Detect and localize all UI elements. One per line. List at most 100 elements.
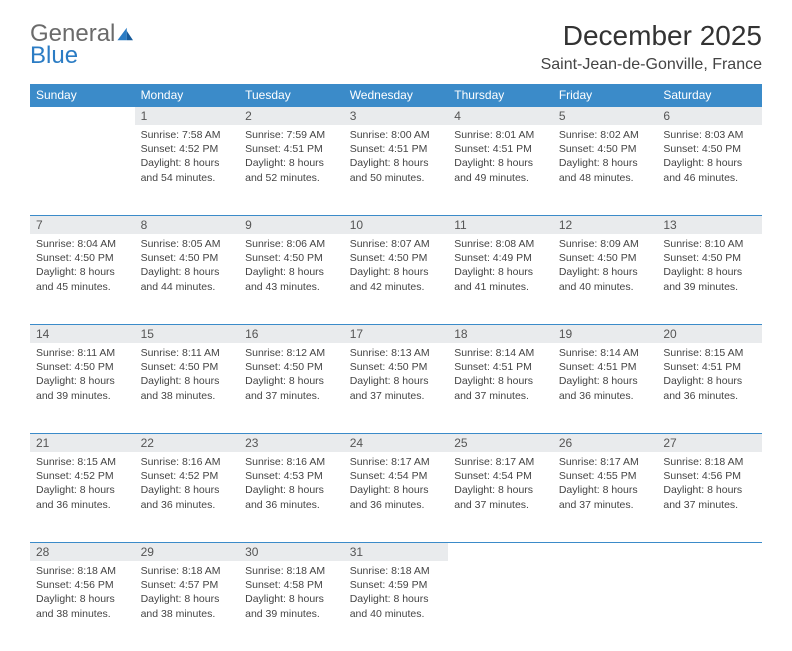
calendar-day-cell: Sunrise: 8:15 AMSunset: 4:52 PMDaylight:… xyxy=(30,452,135,543)
sunset-text: Sunset: 4:56 PM xyxy=(663,469,756,483)
daylight-text-2: and 36 minutes. xyxy=(36,498,129,512)
daylight-text-1: Daylight: 8 hours xyxy=(350,156,443,170)
sunset-text: Sunset: 4:50 PM xyxy=(245,251,338,265)
sunrise-text: Sunrise: 8:11 AM xyxy=(36,346,129,360)
daylight-text-1: Daylight: 8 hours xyxy=(141,483,234,497)
calendar-day-cell: Sunrise: 7:59 AMSunset: 4:51 PMDaylight:… xyxy=(239,125,344,216)
sunset-text: Sunset: 4:55 PM xyxy=(559,469,652,483)
sunset-text: Sunset: 4:50 PM xyxy=(350,360,443,374)
sunset-text: Sunset: 4:52 PM xyxy=(141,469,234,483)
day-details: Sunrise: 8:15 AMSunset: 4:52 PMDaylight:… xyxy=(30,452,135,518)
sunrise-text: Sunrise: 8:00 AM xyxy=(350,128,443,142)
daylight-text-1: Daylight: 8 hours xyxy=(559,265,652,279)
daynum-row: 21222324252627 xyxy=(30,434,762,453)
day-number-cell: 26 xyxy=(553,434,658,453)
daylight-text-1: Daylight: 8 hours xyxy=(141,592,234,606)
daylight-text-2: and 38 minutes. xyxy=(36,607,129,621)
day-number-cell: 10 xyxy=(344,216,449,235)
day-number-cell: 17 xyxy=(344,325,449,344)
day-details: Sunrise: 7:58 AMSunset: 4:52 PMDaylight:… xyxy=(135,125,240,191)
calendar-week-row: Sunrise: 8:11 AMSunset: 4:50 PMDaylight:… xyxy=(30,343,762,434)
daylight-text-2: and 37 minutes. xyxy=(663,498,756,512)
day-details: Sunrise: 8:06 AMSunset: 4:50 PMDaylight:… xyxy=(239,234,344,300)
sunrise-text: Sunrise: 8:18 AM xyxy=(663,455,756,469)
day-details: Sunrise: 8:18 AMSunset: 4:56 PMDaylight:… xyxy=(657,452,762,518)
calendar-day-cell: Sunrise: 8:17 AMSunset: 4:55 PMDaylight:… xyxy=(553,452,658,543)
calendar-day-cell: Sunrise: 8:14 AMSunset: 4:51 PMDaylight:… xyxy=(448,343,553,434)
day-number-cell: 3 xyxy=(344,107,449,126)
calendar-day-cell: Sunrise: 8:08 AMSunset: 4:49 PMDaylight:… xyxy=(448,234,553,325)
daylight-text-2: and 38 minutes. xyxy=(141,607,234,621)
sunset-text: Sunset: 4:52 PM xyxy=(36,469,129,483)
daylight-text-2: and 37 minutes. xyxy=(350,389,443,403)
daylight-text-1: Daylight: 8 hours xyxy=(141,374,234,388)
day-number-cell: 6 xyxy=(657,107,762,126)
daylight-text-2: and 38 minutes. xyxy=(141,389,234,403)
calendar-day-cell: Sunrise: 8:18 AMSunset: 4:56 PMDaylight:… xyxy=(30,561,135,651)
day-number-cell: 16 xyxy=(239,325,344,344)
sunset-text: Sunset: 4:58 PM xyxy=(245,578,338,592)
sunrise-text: Sunrise: 8:16 AM xyxy=(141,455,234,469)
daylight-text-2: and 48 minutes. xyxy=(559,171,652,185)
page-title: December 2025 xyxy=(541,20,762,52)
sunrise-text: Sunrise: 8:08 AM xyxy=(454,237,547,251)
daylight-text-1: Daylight: 8 hours xyxy=(141,156,234,170)
header-monday: Monday xyxy=(135,84,240,107)
calendar-day-cell: Sunrise: 8:18 AMSunset: 4:57 PMDaylight:… xyxy=(135,561,240,651)
sunrise-text: Sunrise: 8:12 AM xyxy=(245,346,338,360)
day-number-cell: 15 xyxy=(135,325,240,344)
daylight-text-2: and 39 minutes. xyxy=(36,389,129,403)
day-details: Sunrise: 8:14 AMSunset: 4:51 PMDaylight:… xyxy=(553,343,658,409)
daylight-text-1: Daylight: 8 hours xyxy=(36,592,129,606)
sunset-text: Sunset: 4:50 PM xyxy=(141,251,234,265)
day-number-cell: 14 xyxy=(30,325,135,344)
sunrise-text: Sunrise: 7:58 AM xyxy=(141,128,234,142)
day-number-cell: 18 xyxy=(448,325,553,344)
sunset-text: Sunset: 4:51 PM xyxy=(245,142,338,156)
daylight-text-2: and 36 minutes. xyxy=(350,498,443,512)
daylight-text-1: Daylight: 8 hours xyxy=(36,374,129,388)
calendar-day-cell: Sunrise: 8:06 AMSunset: 4:50 PMDaylight:… xyxy=(239,234,344,325)
day-number-cell: 5 xyxy=(553,107,658,126)
day-number-cell: 9 xyxy=(239,216,344,235)
sunrise-text: Sunrise: 8:11 AM xyxy=(141,346,234,360)
sunrise-text: Sunrise: 7:59 AM xyxy=(245,128,338,142)
sunset-text: Sunset: 4:49 PM xyxy=(454,251,547,265)
sunset-text: Sunset: 4:50 PM xyxy=(141,360,234,374)
sunrise-text: Sunrise: 8:18 AM xyxy=(141,564,234,578)
sunrise-text: Sunrise: 8:02 AM xyxy=(559,128,652,142)
day-details: Sunrise: 8:18 AMSunset: 4:58 PMDaylight:… xyxy=(239,561,344,627)
daylight-text-2: and 37 minutes. xyxy=(454,389,547,403)
day-details: Sunrise: 8:00 AMSunset: 4:51 PMDaylight:… xyxy=(344,125,449,191)
daylight-text-1: Daylight: 8 hours xyxy=(350,483,443,497)
day-number-cell: 4 xyxy=(448,107,553,126)
calendar-day-cell: Sunrise: 8:01 AMSunset: 4:51 PMDaylight:… xyxy=(448,125,553,216)
day-details: Sunrise: 8:15 AMSunset: 4:51 PMDaylight:… xyxy=(657,343,762,409)
daynum-row: 14151617181920 xyxy=(30,325,762,344)
calendar-day-cell: Sunrise: 8:09 AMSunset: 4:50 PMDaylight:… xyxy=(553,234,658,325)
calendar-day-cell: Sunrise: 8:18 AMSunset: 4:58 PMDaylight:… xyxy=(239,561,344,651)
day-details: Sunrise: 7:59 AMSunset: 4:51 PMDaylight:… xyxy=(239,125,344,191)
daylight-text-1: Daylight: 8 hours xyxy=(350,374,443,388)
calendar-day-cell: Sunrise: 8:16 AMSunset: 4:53 PMDaylight:… xyxy=(239,452,344,543)
day-details: Sunrise: 8:18 AMSunset: 4:57 PMDaylight:… xyxy=(135,561,240,627)
calendar-day-cell: Sunrise: 8:18 AMSunset: 4:56 PMDaylight:… xyxy=(657,452,762,543)
calendar-day-cell: Sunrise: 8:03 AMSunset: 4:50 PMDaylight:… xyxy=(657,125,762,216)
day-details: Sunrise: 8:08 AMSunset: 4:49 PMDaylight:… xyxy=(448,234,553,300)
daylight-text-2: and 41 minutes. xyxy=(454,280,547,294)
daylight-text-1: Daylight: 8 hours xyxy=(454,483,547,497)
daylight-text-1: Daylight: 8 hours xyxy=(36,483,129,497)
day-number-cell: 11 xyxy=(448,216,553,235)
sunset-text: Sunset: 4:51 PM xyxy=(454,360,547,374)
sunset-text: Sunset: 4:50 PM xyxy=(663,142,756,156)
day-number-cell: 22 xyxy=(135,434,240,453)
sunset-text: Sunset: 4:53 PM xyxy=(245,469,338,483)
calendar-day-cell: Sunrise: 8:04 AMSunset: 4:50 PMDaylight:… xyxy=(30,234,135,325)
daylight-text-1: Daylight: 8 hours xyxy=(350,265,443,279)
daynum-row: 78910111213 xyxy=(30,216,762,235)
day-number-cell: 24 xyxy=(344,434,449,453)
daylight-text-1: Daylight: 8 hours xyxy=(245,483,338,497)
day-details: Sunrise: 8:14 AMSunset: 4:51 PMDaylight:… xyxy=(448,343,553,409)
daylight-text-2: and 40 minutes. xyxy=(350,607,443,621)
calendar-body: 123456Sunrise: 7:58 AMSunset: 4:52 PMDay… xyxy=(30,107,762,651)
